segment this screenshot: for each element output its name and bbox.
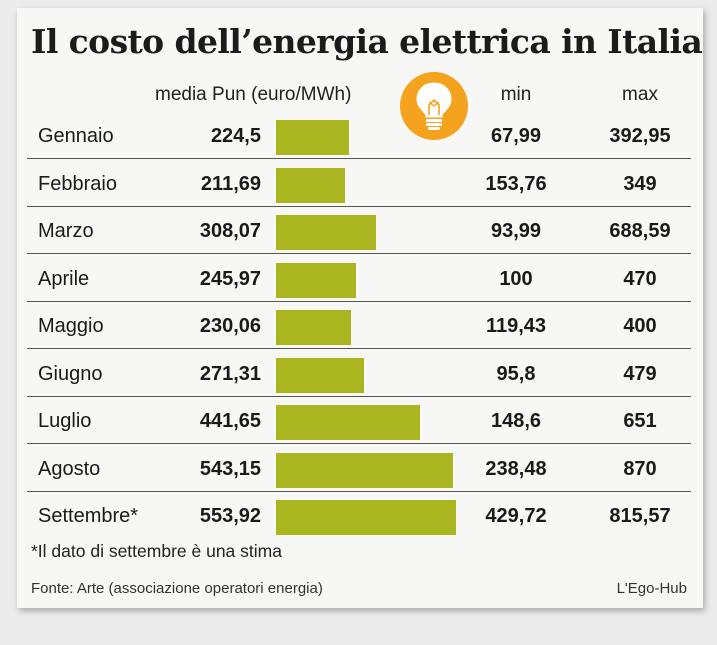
min-value: 93,99 xyxy=(490,220,542,242)
bar xyxy=(276,262,356,298)
row-divider xyxy=(27,158,691,159)
bar xyxy=(276,120,349,155)
max-value: 400 xyxy=(623,315,657,337)
table-row: Aprile 245,97 100 470 xyxy=(27,255,691,302)
bar xyxy=(276,215,376,250)
credit-text: L'Ego-Hub xyxy=(616,580,687,597)
month-label: Febbraio xyxy=(38,172,117,195)
media-pun-value: 441,65 xyxy=(199,410,261,432)
max-value: 815,57 xyxy=(609,505,671,527)
min-value: 429,72 xyxy=(485,505,547,527)
max-value: 470 xyxy=(623,267,657,290)
month-label: Marzo xyxy=(38,220,94,242)
table-row: Luglio 441,65 148,6 651 xyxy=(27,397,691,444)
min-value: 238,48 xyxy=(485,457,547,480)
min-value: 119,43 xyxy=(485,315,547,337)
max-value: 870 xyxy=(623,457,657,480)
footnote: *Il dato di settembre è una stima xyxy=(31,541,282,561)
max-value: 349 xyxy=(623,172,657,195)
row-divider xyxy=(27,490,691,492)
max-value: 688,59 xyxy=(609,220,671,242)
max-value: 651 xyxy=(623,410,657,432)
header-max: max xyxy=(622,84,658,105)
bar xyxy=(276,310,351,345)
media-pun-value: 211,69 xyxy=(200,172,261,195)
min-value: 67,99 xyxy=(490,125,542,147)
row-divider xyxy=(27,395,691,397)
month-label: Giugno xyxy=(38,362,103,385)
row-divider xyxy=(27,300,691,302)
source-text: Fonte: Arte (associazione operatori ener… xyxy=(31,580,323,597)
infographic-card: Il costo dell’energia elettrica in Itali… xyxy=(17,8,703,608)
bar xyxy=(276,405,420,440)
table-row: Settembre* 553,92 429,72 815,57 xyxy=(27,492,691,539)
header-min: min xyxy=(500,84,532,105)
bar xyxy=(276,167,345,203)
min-value: 100 xyxy=(499,267,533,290)
max-value: 392,95 xyxy=(609,125,671,147)
month-label: Aprile xyxy=(38,267,90,290)
media-pun-value: 308,07 xyxy=(199,220,261,242)
row-divider xyxy=(27,205,691,207)
media-pun-value: 271,31 xyxy=(199,362,261,385)
row-divider xyxy=(27,443,691,444)
min-value: 148,6 xyxy=(490,410,542,432)
bar xyxy=(276,357,364,393)
row-divider xyxy=(27,348,691,349)
media-pun-value: 224,5 xyxy=(210,125,261,147)
media-pun-value: 553,92 xyxy=(199,505,261,527)
media-pun-value: 230,06 xyxy=(199,315,261,337)
month-label: Settembre* xyxy=(38,505,139,527)
page-title: Il costo dell’energia elettrica in Itali… xyxy=(31,22,703,61)
month-label: Gennaio xyxy=(38,125,114,147)
table-row: Giugno 271,31 95,8 479 xyxy=(27,350,691,397)
table-row: Gennaio 224,5 67,99 392,95 xyxy=(27,112,691,159)
month-label: Agosto xyxy=(38,457,101,480)
row-divider xyxy=(27,253,691,254)
bar xyxy=(276,452,453,488)
month-label: Maggio xyxy=(38,315,104,337)
max-value: 479 xyxy=(623,362,657,385)
light-bulb-icon xyxy=(400,72,468,140)
media-pun-value: 543,15 xyxy=(199,457,261,480)
bar xyxy=(276,500,456,535)
header-media-pun: media Pun (euro/MWh) xyxy=(155,84,352,105)
table-row: Marzo 308,07 93,99 688,59 xyxy=(27,207,691,254)
table-row: Agosto 543,15 238,48 870 xyxy=(27,445,691,492)
table-row: Maggio 230,06 119,43 400 xyxy=(27,302,691,349)
min-value: 95,8 xyxy=(496,362,536,385)
table-row: Febbraio 211,69 153,76 349 xyxy=(27,160,691,207)
media-pun-value: 245,97 xyxy=(199,267,261,290)
month-label: Luglio xyxy=(38,410,92,432)
min-value: 153,76 xyxy=(485,172,547,195)
